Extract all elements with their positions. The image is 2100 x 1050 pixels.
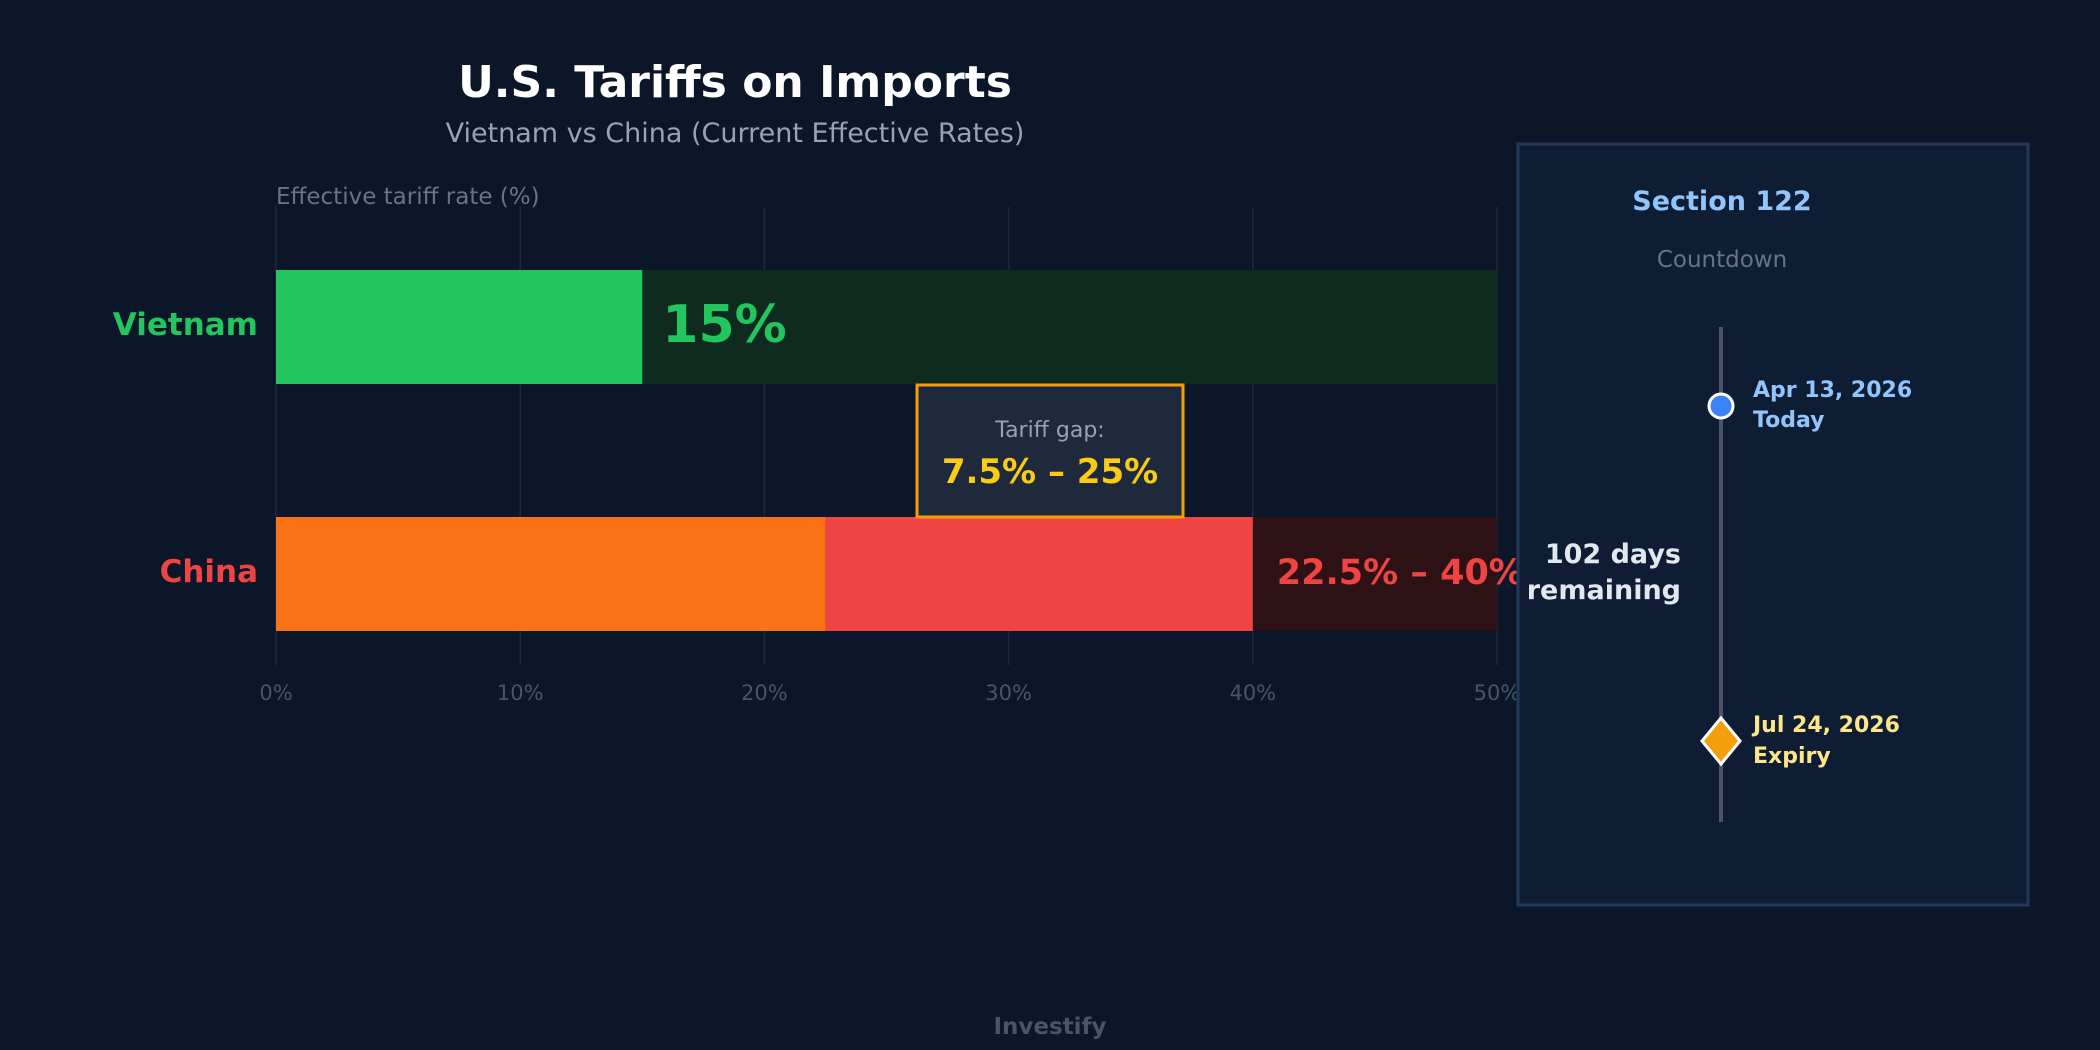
data-label: 22.5% – 40%: [1277, 553, 1524, 593]
today-date: Apr 13, 2026: [1753, 378, 1912, 403]
days-remaining-count: 102 days: [1545, 539, 1681, 570]
expiry-label: Expiry: [1753, 744, 1831, 769]
data-label: 15%: [662, 295, 786, 355]
expiry-marker-icon: [1700, 715, 1742, 767]
x-tick-label: 40%: [1229, 681, 1276, 705]
bar-range-china: [825, 517, 1253, 631]
bar-vietnam: [276, 270, 643, 384]
x-axis-label: Effective tariff rate (%): [276, 184, 540, 210]
category-label: China: [160, 554, 258, 590]
today-label: Today: [1753, 408, 1824, 433]
x-ticks: 0% 10% 20% 30% 40% 50%: [259, 681, 1520, 705]
footer-brand: Investify: [993, 1014, 1106, 1040]
bars: Vietnam 15% China 22.5% – 40%: [113, 270, 1524, 631]
x-tick-label: 10%: [497, 681, 544, 705]
panel-subtitle: Countdown: [1657, 247, 1787, 273]
chart-title: U.S. Tariffs on Imports: [458, 57, 1012, 108]
x-tick-label: 50%: [1474, 681, 1521, 705]
gap-value: 7.5% – 25%: [942, 452, 1158, 492]
x-tick-label: 20%: [741, 681, 788, 705]
gap-box: [915, 383, 1185, 519]
category-label: Vietnam: [113, 307, 258, 343]
x-tick-label: 0%: [259, 681, 292, 705]
days-remaining-label: remaining: [1527, 575, 1681, 606]
expiry-date: Jul 24, 2026: [1751, 713, 1900, 738]
countdown-panel: Section 122 Countdown Apr 13, 2026 Today…: [1516, 142, 2030, 907]
bar-china: [276, 517, 826, 631]
today-marker-icon: [1707, 392, 1735, 420]
x-tick-label: 30%: [985, 681, 1032, 705]
panel-title: Section 122: [1632, 186, 1811, 217]
gap-label: Tariff gap:: [994, 418, 1104, 443]
tariff-gap-annotation: Tariff gap: 7.5% – 25%: [915, 383, 1185, 519]
panel-frame: [1516, 142, 2030, 907]
chart-subtitle: Vietnam vs China (Current Effective Rate…: [446, 118, 1025, 149]
